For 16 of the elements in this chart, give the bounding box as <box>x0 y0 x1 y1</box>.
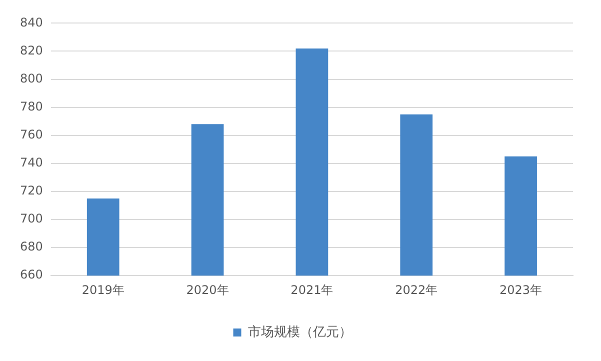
legend-label: 市场规模（亿元） <box>248 324 352 340</box>
y-tick-label: 680 <box>20 240 43 254</box>
y-tick-label: 800 <box>20 71 43 86</box>
y-tick-label: 740 <box>20 156 43 170</box>
y-tick-label: 720 <box>20 184 43 198</box>
x-tick-label: 2021年 <box>290 282 334 297</box>
x-tick-label: 2023年 <box>500 282 542 297</box>
x-tick-label: 2019年 <box>82 282 124 297</box>
x-tick-label: 2020年 <box>186 282 229 297</box>
y-tick-label: 780 <box>20 99 43 114</box>
y-tick-label: 700 <box>20 212 43 226</box>
y-tick-label: 840 <box>20 15 43 30</box>
x-tick-label: 2022年 <box>395 282 438 297</box>
y-tick-label: 660 <box>20 268 43 282</box>
y-tick-label: 760 <box>20 128 43 142</box>
y-tick-label: 820 <box>20 43 43 58</box>
